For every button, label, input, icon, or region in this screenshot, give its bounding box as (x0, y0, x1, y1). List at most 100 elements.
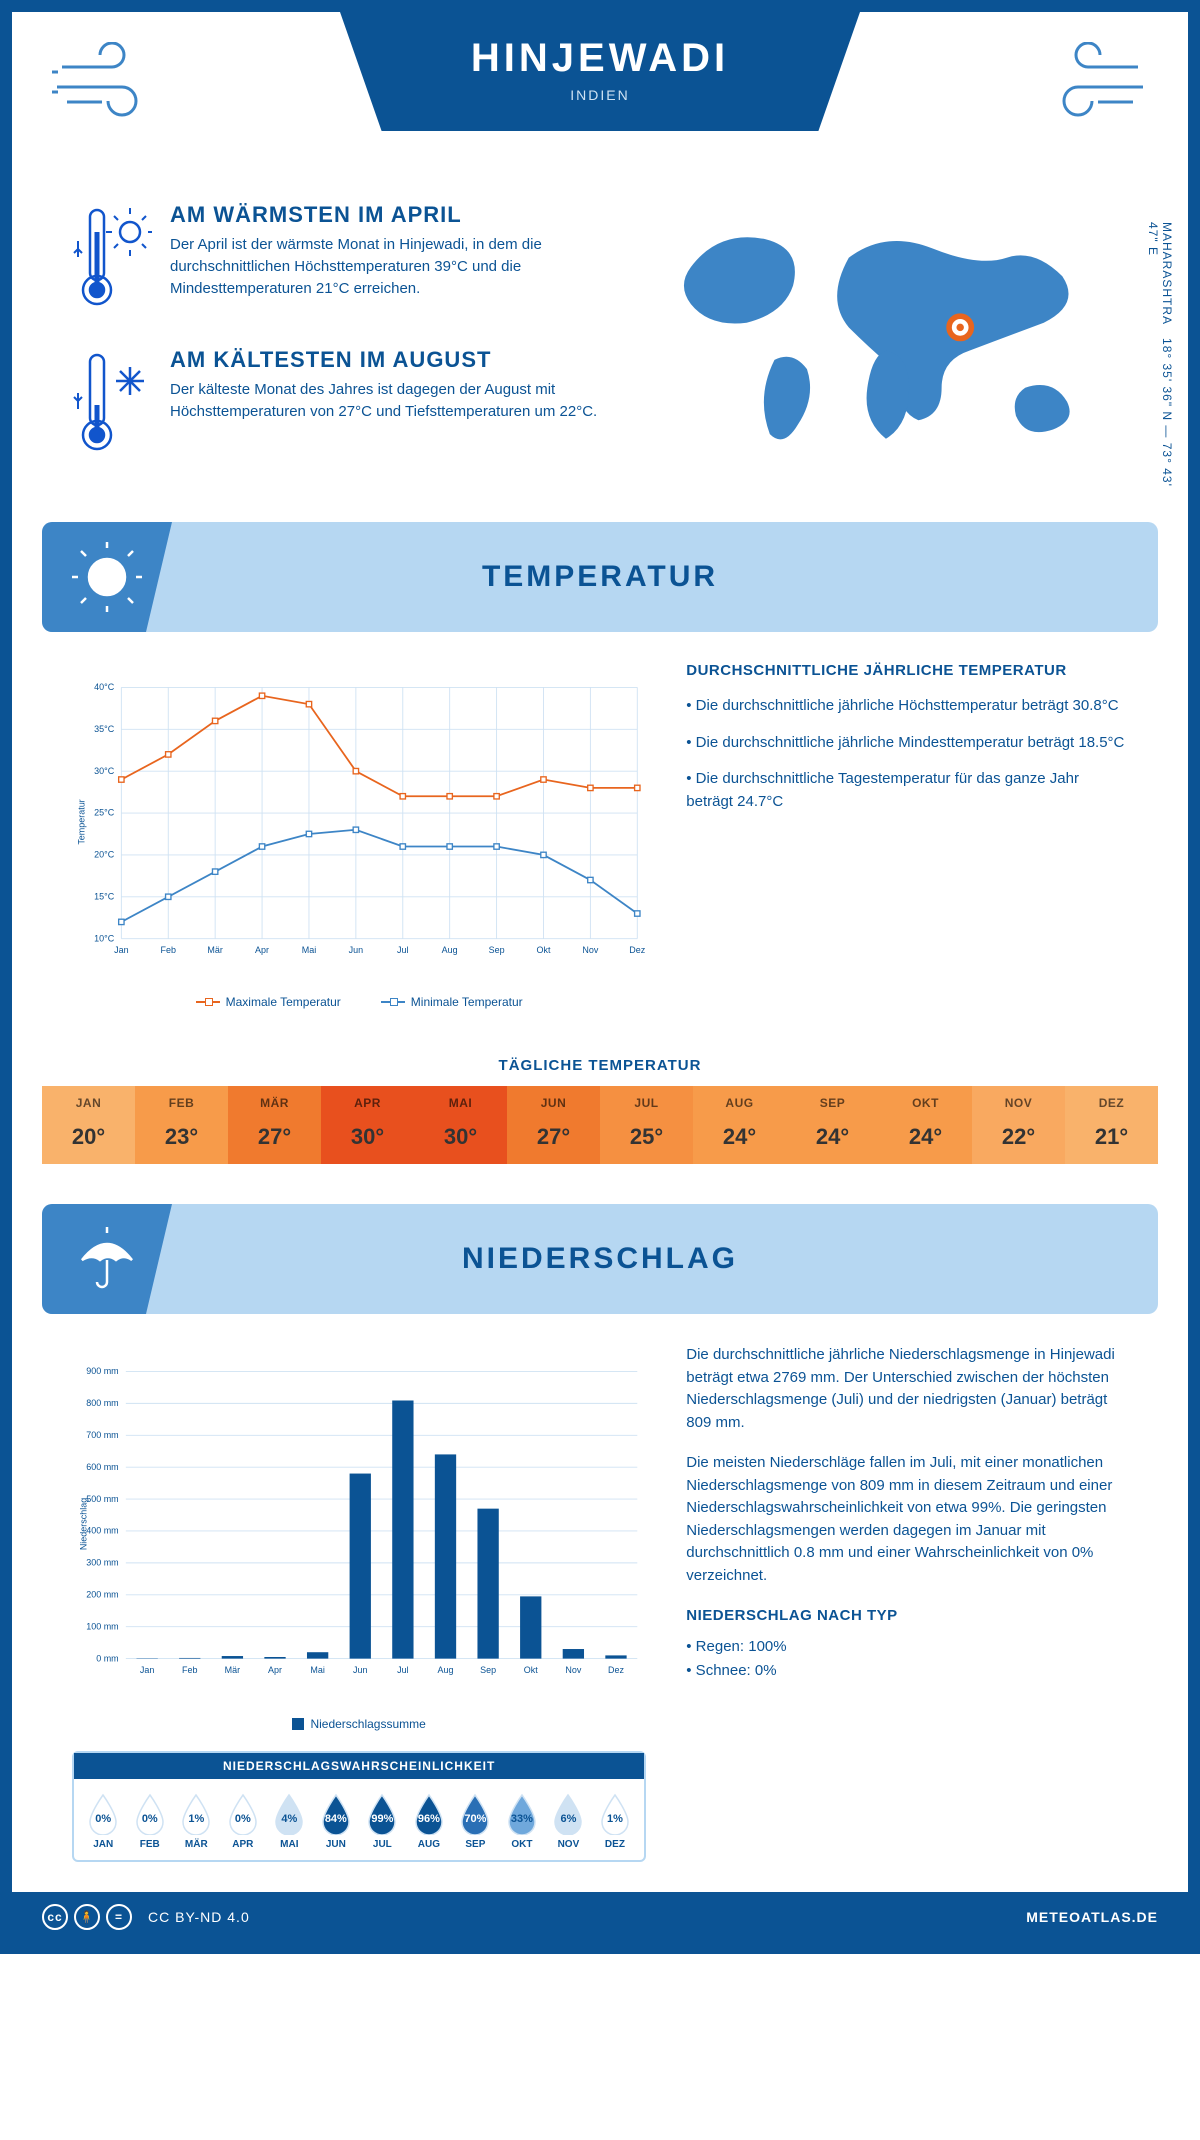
svg-text:15°C: 15°C (94, 891, 115, 901)
temp-section-title: TEMPERATUR (482, 560, 718, 594)
svg-text:300 mm: 300 mm (86, 1558, 118, 1568)
svg-text:Jun: Jun (353, 1665, 367, 1675)
svg-text:Niederschlag: Niederschlag (78, 1498, 88, 1550)
temp-bullet: • Die durchschnittliche Tagestemperatur … (686, 768, 1128, 813)
coldest-fact: AM KÄLTESTEN IM AUGUST Der kälteste Mona… (72, 347, 604, 462)
svg-text:Jun: Jun (349, 945, 363, 955)
prob-cell: 0% FEB (127, 1793, 174, 1850)
thermometer-sun-icon (72, 202, 152, 317)
svg-text:Mai: Mai (302, 945, 316, 955)
svg-text:Nov: Nov (565, 1665, 581, 1675)
temperature-summary: DURCHSCHNITTLICHE JÄHRLICHE TEMPERATUR •… (686, 662, 1128, 1009)
country-subtitle: INDIEN (360, 87, 840, 103)
daily-cell: DEZ21° (1065, 1086, 1158, 1164)
region-label: MAHARASHTRA (1160, 222, 1174, 325)
warmest-text: Der April ist der wärmste Monat in Hinje… (170, 234, 604, 299)
svg-text:10°C: 10°C (94, 933, 115, 943)
legend-max-label: Maximale Temperatur (226, 995, 341, 1009)
legend-precip: Niederschlagssumme (292, 1717, 425, 1731)
daily-cell: JAN20° (42, 1086, 135, 1164)
svg-text:Okt: Okt (537, 945, 551, 955)
svg-text:Aug: Aug (442, 945, 458, 955)
thermometer-snow-icon (72, 347, 152, 462)
world-map-container: MAHARASHTRA 18° 35' 36" N — 73° 43' 47" … (644, 202, 1128, 492)
probability-box: NIEDERSCHLAGSWAHRSCHEINLICHKEIT 0% JAN 0… (72, 1751, 646, 1862)
prob-cell: 6% NOV (545, 1793, 592, 1850)
svg-text:20°C: 20°C (94, 850, 115, 860)
warmest-title: AM WÄRMSTEN IM APRIL (170, 202, 604, 228)
warmest-fact: AM WÄRMSTEN IM APRIL Der April ist der w… (72, 202, 604, 317)
svg-text:Jul: Jul (397, 1665, 408, 1675)
license-text: CC BY-ND 4.0 (148, 1909, 250, 1925)
temperature-content: 10°C15°C20°C25°C30°C35°C40°CJanFebMärApr… (12, 662, 1188, 1039)
svg-text:Jul: Jul (397, 945, 408, 955)
svg-text:Aug: Aug (438, 1665, 454, 1675)
precip-type-rain: • Regen: 100% (686, 1636, 1128, 1659)
precip-legend: Niederschlagssumme (72, 1717, 646, 1731)
wind-icon (52, 42, 162, 127)
svg-text:Mär: Mär (207, 945, 222, 955)
prob-cell: 70% SEP (452, 1793, 499, 1850)
prob-cell: 96% AUG (406, 1793, 453, 1850)
svg-text:600 mm: 600 mm (86, 1462, 118, 1472)
svg-text:40°C: 40°C (94, 682, 115, 692)
umbrella-icon (42, 1204, 172, 1314)
svg-text:Feb: Feb (161, 945, 176, 955)
wind-icon (1038, 42, 1148, 127)
prob-cell: 0% JAN (80, 1793, 127, 1850)
raindrop-icon: 4% (272, 1793, 306, 1835)
svg-text:Apr: Apr (255, 945, 269, 955)
by-icon: 🧍 (74, 1904, 100, 1930)
raindrop-icon: 6% (551, 1793, 585, 1835)
prob-cell: 1% MÄR (173, 1793, 220, 1850)
title-ribbon: HINJEWADI INDIEN (340, 12, 860, 131)
raindrop-icon: 33% (505, 1793, 539, 1835)
legend-max: Maximale Temperatur (196, 995, 341, 1009)
daily-cell: APR30° (321, 1086, 414, 1164)
precip-type-snow: • Schnee: 0% (686, 1660, 1128, 1683)
svg-text:800 mm: 800 mm (86, 1398, 118, 1408)
svg-text:100 mm: 100 mm (86, 1621, 118, 1631)
raindrop-icon: 0% (226, 1793, 260, 1835)
raindrop-icon: 99% (365, 1793, 399, 1835)
precipitation-content: 0 mm100 mm200 mm300 mm400 mm500 mm600 mm… (12, 1344, 1188, 1892)
precip-section-title: NIEDERSCHLAG (462, 1242, 738, 1276)
precipitation-text: Die durchschnittliche jährliche Niedersc… (686, 1344, 1128, 1862)
svg-text:Mär: Mär (225, 1665, 240, 1675)
svg-text:Dez: Dez (629, 945, 645, 955)
world-map-icon (644, 202, 1128, 462)
temperature-line-chart: 10°C15°C20°C25°C30°C35°C40°CJanFebMärApr… (72, 662, 646, 1009)
site-name: METEOATLAS.DE (1026, 1909, 1158, 1925)
intro-section: AM WÄRMSTEN IM APRIL Der April ist der w… (12, 192, 1188, 522)
svg-text:Jan: Jan (114, 945, 128, 955)
daily-temp-title: TÄGLICHE TEMPERATUR (12, 1057, 1188, 1074)
daily-cell: JUN27° (507, 1086, 600, 1164)
svg-text:500 mm: 500 mm (86, 1494, 118, 1504)
coldest-text: Der kälteste Monat des Jahres ist dagege… (170, 379, 604, 423)
intro-facts: AM WÄRMSTEN IM APRIL Der April ist der w… (72, 202, 604, 492)
svg-text:Sep: Sep (480, 1665, 496, 1675)
nd-icon: = (106, 1904, 132, 1930)
daily-cell: MAI30° (414, 1086, 507, 1164)
temp-bullet: • Die durchschnittliche jährliche Mindes… (686, 732, 1128, 755)
precip-type-title: NIEDERSCHLAG NACH TYP (686, 1605, 1128, 1628)
svg-text:Dez: Dez (608, 1665, 624, 1675)
svg-text:Okt: Okt (524, 1665, 538, 1675)
sun-icon (42, 522, 172, 632)
prob-cell: 0% APR (220, 1793, 267, 1850)
daily-cell: OKT24° (879, 1086, 972, 1164)
svg-text:Mai: Mai (310, 1665, 324, 1675)
page: HINJEWADI INDIEN AM WÄR (0, 0, 1200, 1954)
svg-text:25°C: 25°C (94, 808, 115, 818)
precipitation-left: 0 mm100 mm200 mm300 mm400 mm500 mm600 mm… (72, 1344, 646, 1862)
svg-text:35°C: 35°C (94, 724, 115, 734)
license-block: cc 🧍 = CC BY-ND 4.0 (42, 1904, 250, 1930)
raindrop-icon: 0% (86, 1793, 120, 1835)
legend-min-label: Minimale Temperatur (411, 995, 523, 1009)
raindrop-icon: 1% (598, 1793, 632, 1835)
temp-legend: Maximale Temperatur Minimale Temperatur (72, 995, 646, 1009)
daily-cell: MÄR27° (228, 1086, 321, 1164)
raindrop-icon: 84% (319, 1793, 353, 1835)
temp-summary-title: DURCHSCHNITTLICHE JÄHRLICHE TEMPERATUR (686, 662, 1128, 679)
svg-text:Nov: Nov (582, 945, 598, 955)
